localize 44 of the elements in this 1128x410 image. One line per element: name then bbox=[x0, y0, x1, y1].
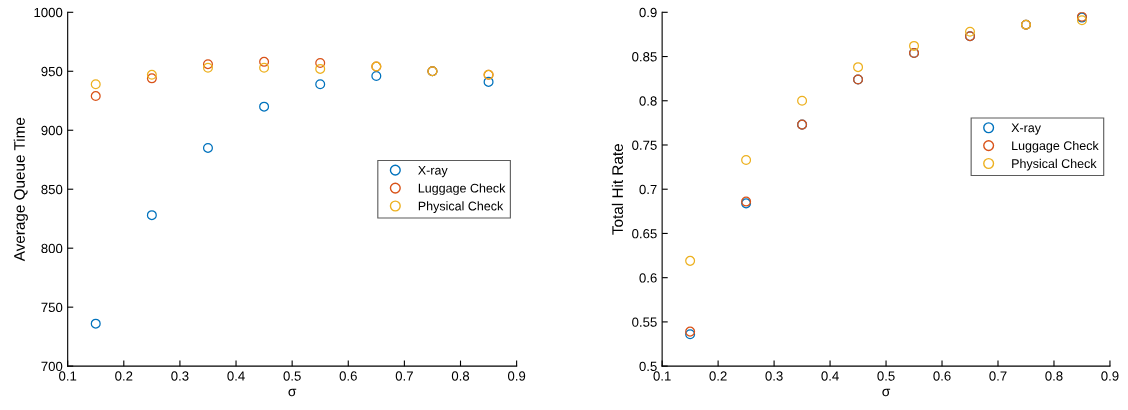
y-axis-title: Average Queue Time bbox=[13, 117, 28, 262]
y-tick-label: 850 bbox=[41, 184, 63, 195]
x-axis-title: σ bbox=[882, 388, 891, 397]
y-tick-label: 700 bbox=[41, 361, 63, 372]
y-tick-label: 0.7 bbox=[639, 184, 657, 195]
x-tick-label: 0.9 bbox=[507, 371, 526, 381]
y-tick-label: 750 bbox=[41, 302, 63, 313]
y-tick-label: 0.6 bbox=[639, 273, 657, 283]
y-tick-label: 0.8 bbox=[639, 96, 657, 106]
x-tick-label: 0.8 bbox=[451, 371, 470, 381]
x-tick-label: 0.7 bbox=[395, 371, 413, 381]
y-axis-title: Total Hit Rate bbox=[611, 144, 624, 235]
y-tick-label: 900 bbox=[41, 125, 63, 136]
y-tick-label: 800 bbox=[41, 243, 63, 254]
y-tick-label: 0.65 bbox=[632, 229, 657, 239]
x-tick-label: 0.8 bbox=[1045, 371, 1063, 381]
x-tick-label: 0.4 bbox=[821, 371, 839, 381]
x-tick-label: 0.4 bbox=[227, 371, 245, 381]
x-tick-label: 0.3 bbox=[765, 371, 783, 381]
y-tick-label: 0.75 bbox=[632, 140, 657, 150]
y-tick-label: 0.55 bbox=[632, 317, 657, 327]
y-tick-label: 0.5 bbox=[639, 361, 657, 372]
x-tick-label: 0.7 bbox=[989, 371, 1007, 381]
y-tick-label: 950 bbox=[41, 66, 63, 77]
legend-label: Luggage Check bbox=[418, 183, 506, 196]
legend-label: Luggage Check bbox=[1012, 140, 1099, 153]
x-tick-label: 0.1 bbox=[59, 371, 77, 381]
legend-label: Physical Check bbox=[1012, 158, 1097, 171]
x-tick-label: 0.9 bbox=[1101, 371, 1119, 381]
y-tick-label: 0.9 bbox=[639, 7, 657, 18]
x-tick-label: 0.6 bbox=[933, 371, 951, 381]
legend-label: Physical Check bbox=[418, 201, 504, 213]
x-tick-label: 0.6 bbox=[339, 371, 357, 381]
x-axis-title: σ bbox=[288, 388, 297, 397]
legend-label: X-ray bbox=[1011, 123, 1041, 135]
x-tick-label: 0.5 bbox=[877, 371, 895, 381]
x-tick-label: 0.2 bbox=[709, 371, 727, 381]
x-tick-label: 0.3 bbox=[171, 371, 189, 381]
y-tick-label: 1000 bbox=[34, 7, 63, 18]
x-tick-label: 0.1 bbox=[653, 371, 671, 381]
x-tick-label: 0.5 bbox=[283, 371, 301, 381]
legend-label: X-ray bbox=[418, 165, 448, 178]
y-tick-label: 0.85 bbox=[632, 52, 657, 62]
x-tick-label: 0.2 bbox=[115, 371, 133, 381]
